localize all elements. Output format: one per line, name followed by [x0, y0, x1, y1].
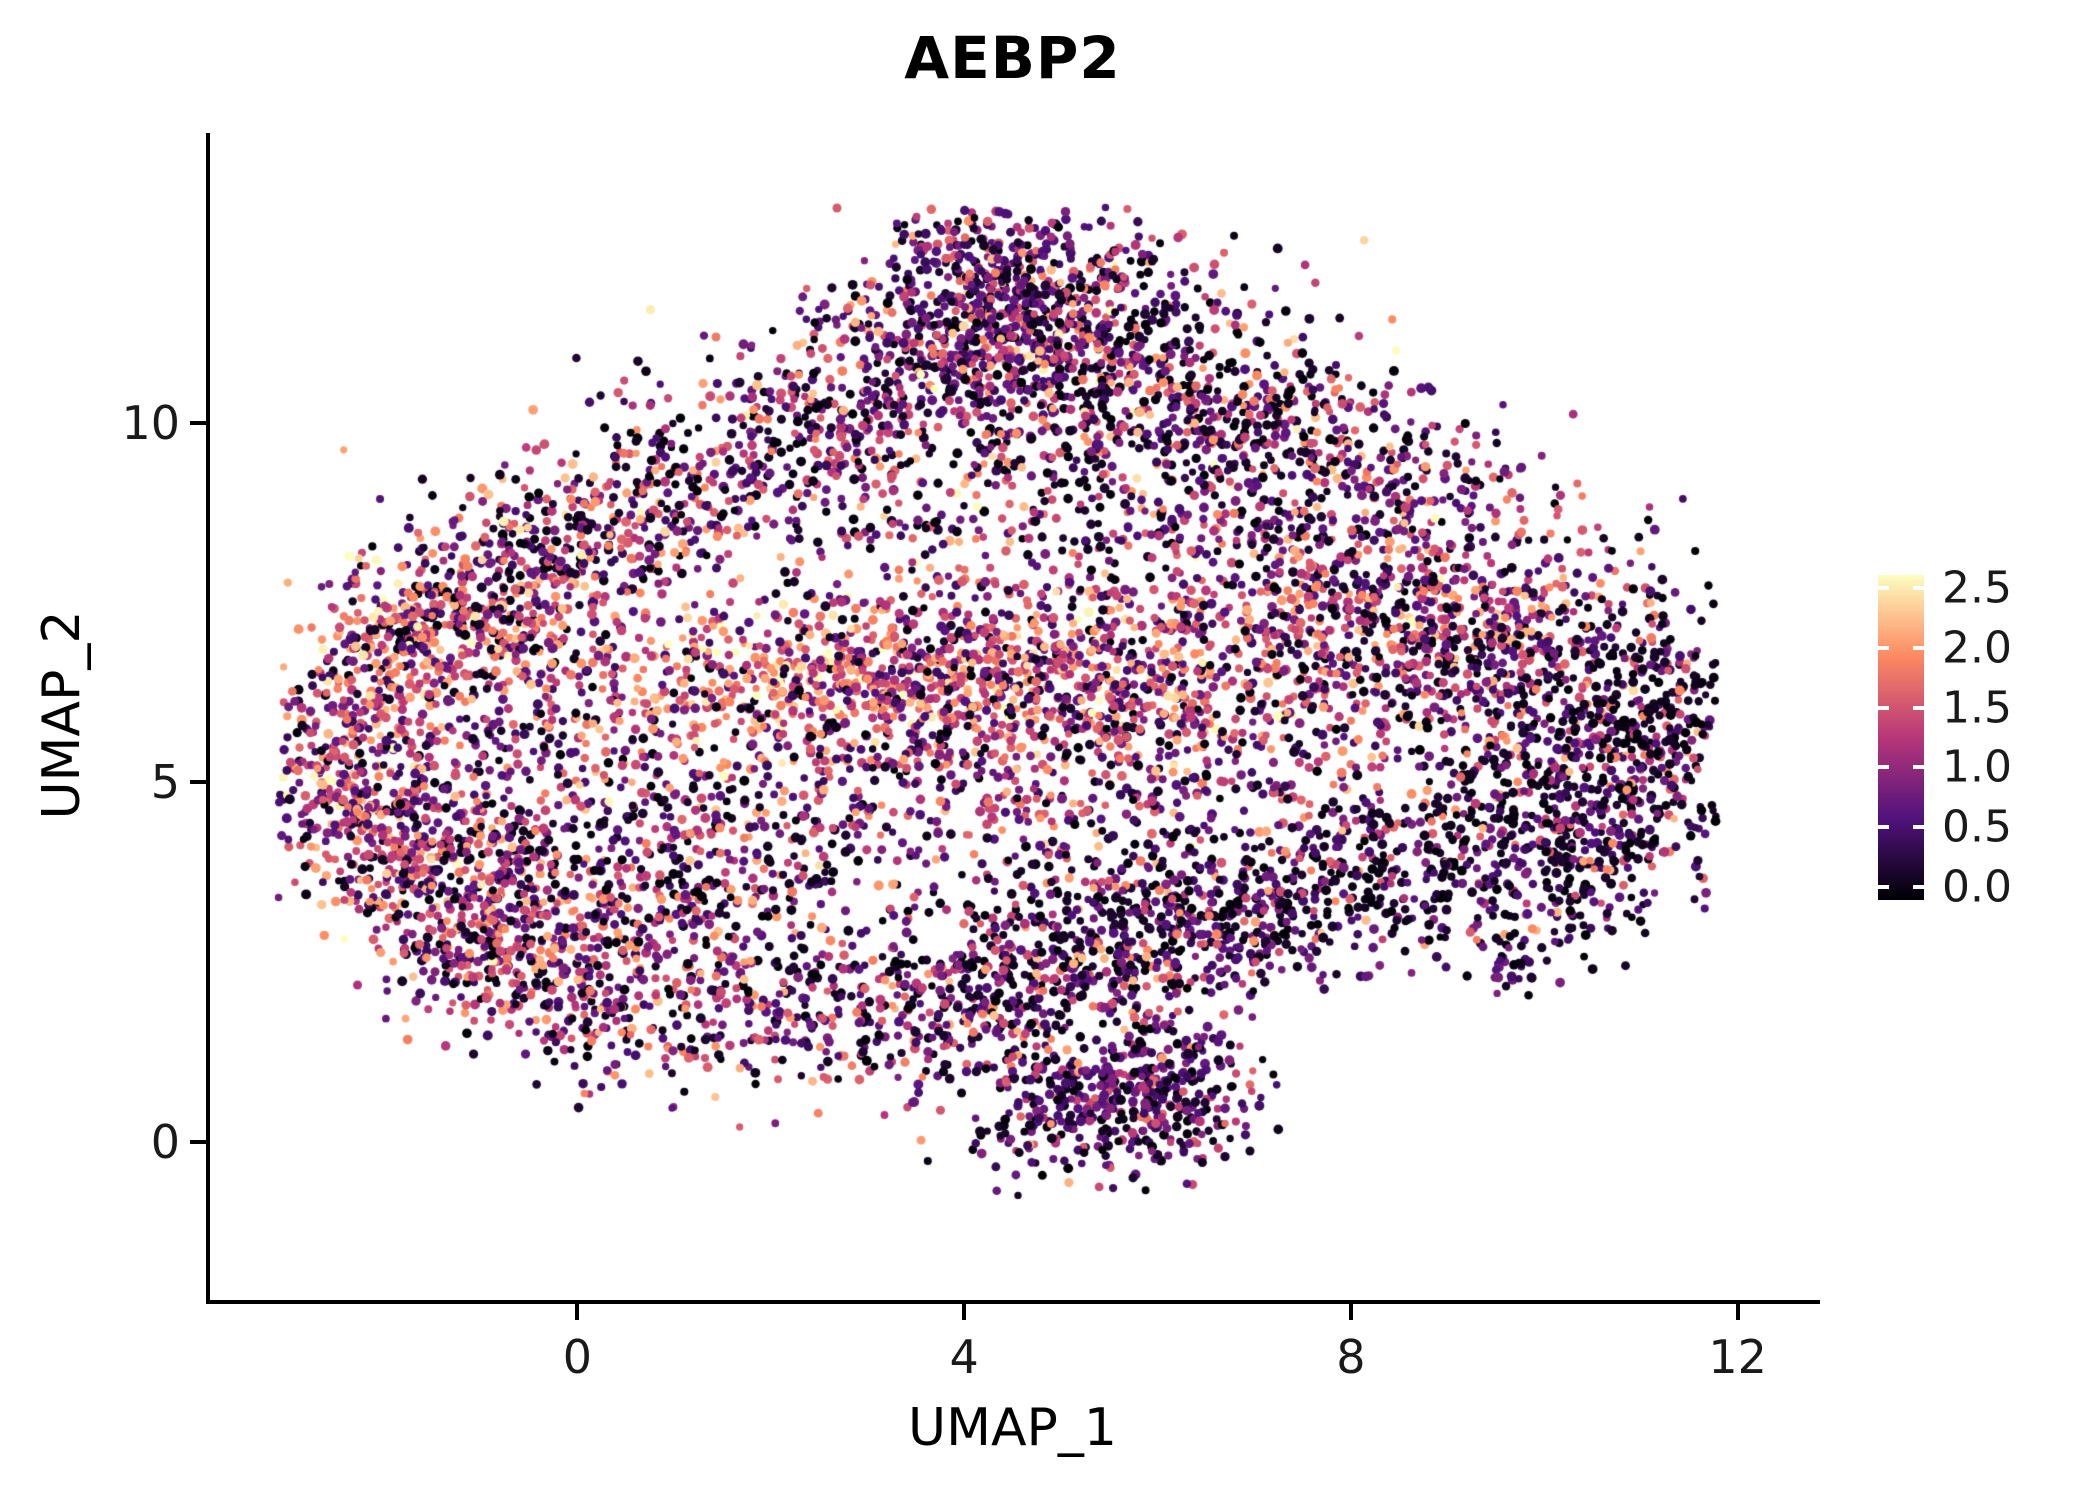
x-tick-label-4: 4	[949, 1330, 979, 1384]
tick-mark	[575, 1304, 580, 1320]
tick-mark	[1348, 1304, 1353, 1320]
tick-mark	[1913, 645, 1924, 650]
legend-label-2-5: 2.5	[1942, 562, 2012, 614]
tick-mark	[1913, 586, 1924, 590]
x-tick-label-12: 12	[1708, 1330, 1767, 1384]
y-tick-label-5: 5	[150, 755, 180, 810]
legend-label-1-5: 1.5	[1942, 682, 2012, 734]
legend-label-0-0: 0.0	[1942, 861, 2012, 913]
tick-mark	[962, 1304, 967, 1320]
legend-label-2-0: 2.0	[1942, 622, 2012, 674]
tick-mark	[190, 780, 206, 785]
y-axis-title: UMAP_2	[32, 610, 92, 820]
legend-label-0-5: 0.5	[1942, 801, 2012, 853]
tick-mark	[190, 1139, 206, 1144]
tick-mark	[1878, 645, 1889, 650]
x-axis-line	[206, 1300, 1820, 1304]
x-tick-label-8: 8	[1336, 1330, 1366, 1384]
tick-mark	[1878, 885, 1889, 889]
legend-label-1-0: 1.0	[1942, 741, 2012, 793]
chart-title: AEBP2	[904, 24, 1121, 92]
x-axis-title: UMAP_1	[908, 1398, 1117, 1458]
tick-mark	[1878, 825, 1889, 830]
tick-mark	[1878, 586, 1889, 590]
tick-mark	[1913, 765, 1924, 770]
y-tick-label-10: 10	[121, 395, 180, 450]
tick-mark	[190, 420, 206, 425]
y-axis-line	[206, 133, 210, 1304]
tick-mark	[1913, 705, 1924, 710]
tick-mark	[1878, 705, 1889, 710]
colorbar-gradient	[1878, 575, 1924, 900]
tick-mark	[1913, 885, 1924, 889]
tick-mark	[1913, 825, 1924, 830]
tick-mark	[1878, 765, 1889, 770]
tick-mark	[1735, 1304, 1740, 1320]
y-tick-label-0: 0	[150, 1114, 180, 1169]
x-tick-label-0: 0	[562, 1330, 593, 1384]
